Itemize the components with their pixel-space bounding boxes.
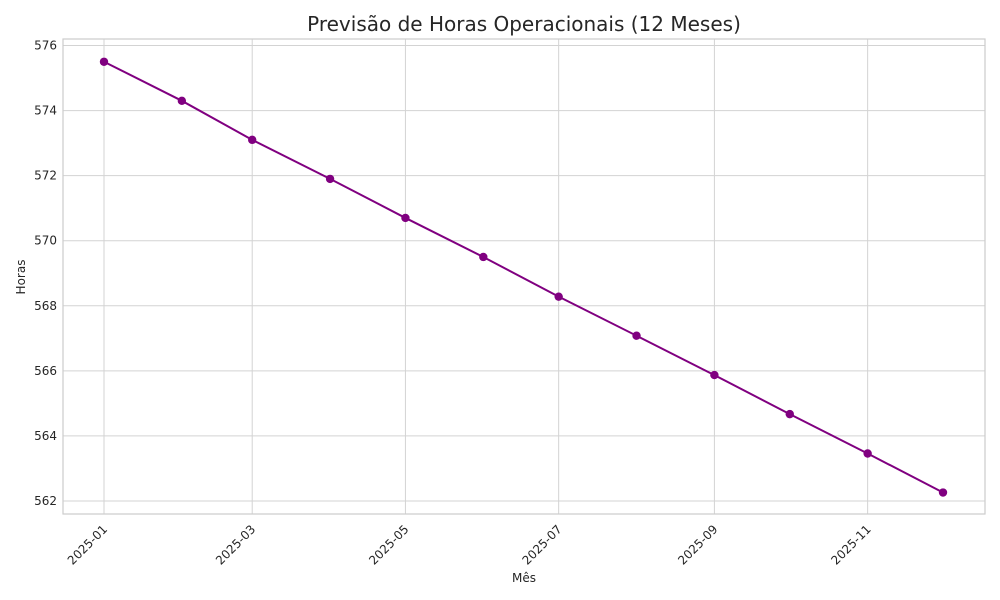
x-tick-label: 2025-11 <box>828 522 873 567</box>
data-point <box>863 449 872 458</box>
chart-title: Previsão de Horas Operacionais (12 Meses… <box>307 12 741 36</box>
data-point <box>785 409 794 419</box>
y-axis-label: Horas <box>14 260 28 295</box>
x-tick-label: 2025-01 <box>65 522 110 567</box>
y-tick-label: 568 <box>34 299 57 313</box>
data-point <box>479 252 488 262</box>
x-axis-label: Mês <box>512 571 536 585</box>
data-point <box>248 135 257 145</box>
y-tick-label: 562 <box>34 494 57 508</box>
y-tick-label: 566 <box>34 364 57 378</box>
gridlines <box>63 39 985 514</box>
y-tick-label: 576 <box>34 39 57 53</box>
data-point <box>710 370 719 380</box>
data-point <box>177 96 187 106</box>
data-point <box>938 488 948 497</box>
x-tick-label: 2025-07 <box>519 522 564 567</box>
x-tick-label: 2025-05 <box>366 522 411 567</box>
series-lines <box>103 60 944 494</box>
data-point <box>632 331 641 340</box>
y-tick-labels: 562 564 566 568 570 572 574 576 <box>34 39 57 508</box>
x-tick-labels: 2025-01 2025-03 2025-05 2025-07 2025-09 2025-… <box>65 522 874 567</box>
data-point <box>99 57 109 66</box>
plot-frame <box>62 38 986 515</box>
y-tick-label: 564 <box>34 429 57 443</box>
y-tick-label: 572 <box>34 169 57 183</box>
y-tick-label: 570 <box>34 234 57 248</box>
series-line <box>103 60 944 494</box>
y-tick-label: 574 <box>34 104 57 118</box>
x-tick-label: 2025-03 <box>213 522 258 567</box>
data-point <box>401 213 410 223</box>
data-point <box>554 292 563 301</box>
data-point <box>325 174 335 184</box>
x-tick-label: 2025-09 <box>675 522 720 567</box>
data-points <box>99 57 948 497</box>
